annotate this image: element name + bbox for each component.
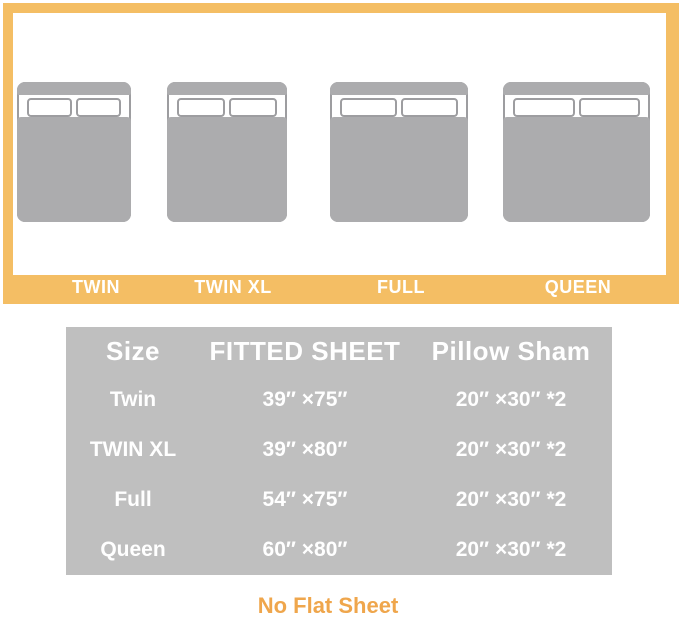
cell-pillow-sham: 20″ ×30″ *2 xyxy=(455,438,567,461)
cell-size: TWIN XL xyxy=(89,438,177,461)
cell-fitted-sheet: 60″ ×80″ xyxy=(262,538,348,561)
cell-size: Queen xyxy=(100,538,166,561)
cell-pillow-sham: 20″ ×30″ *2 xyxy=(455,388,567,411)
bed-size-label-full: FULL xyxy=(377,277,425,297)
cell-pillow-sham: 20″ ×30″ *2 xyxy=(455,488,567,511)
bed-blanket xyxy=(330,117,468,222)
no-flat-sheet-note: No Flat Sheet xyxy=(257,593,399,618)
bed-blanket xyxy=(167,117,287,222)
bed-pillow-right xyxy=(229,98,277,117)
cell-size: Twin xyxy=(109,388,157,411)
bed-blanket xyxy=(17,117,131,222)
column-header-pillow-sham: Pillow Sham xyxy=(431,335,591,366)
bed-headboard xyxy=(167,82,287,95)
bed-illustration-twin-xl xyxy=(167,82,287,222)
cell-pillow-sham: 20″ ×30″ *2 xyxy=(455,538,567,561)
bed-pillow-left xyxy=(27,98,72,117)
column-header-fitted-sheet: FITTED SHEET xyxy=(209,335,401,366)
table-row: Full 54″ ×75″ 20″ ×30″ *2 xyxy=(66,475,612,525)
bed-pillow-right xyxy=(578,98,640,117)
column-header-size: Size xyxy=(105,335,161,366)
bed-blanket xyxy=(503,117,650,222)
bed-headboard xyxy=(17,82,131,95)
table-row: Queen 60″ ×80″ 20″ ×30″ *2 xyxy=(66,525,612,575)
cell-fitted-sheet: 39″ ×80″ xyxy=(262,438,348,461)
cell-fitted-sheet: 39″ ×75″ xyxy=(262,388,348,411)
cell-size: Full xyxy=(114,488,152,511)
bed-pillow-right xyxy=(76,98,121,117)
bed-pillow-left xyxy=(177,98,225,117)
cell-fitted-sheet: 54″ ×75″ xyxy=(262,488,348,511)
bed-illustration-queen xyxy=(503,82,650,222)
table-row: TWIN XL 39″ ×80″ 20″ ×30″ *2 xyxy=(66,425,612,475)
bed-size-label-twin: TWIN xyxy=(72,277,120,297)
bed-pillow-left xyxy=(513,98,575,117)
bed-illustration-twin xyxy=(17,82,131,222)
bed-pillow-left xyxy=(340,98,397,117)
bed-headboard xyxy=(503,82,650,95)
bed-pillow-right xyxy=(401,98,458,117)
table-row: Twin 39″ ×75″ 20″ ×30″ *2 xyxy=(66,375,612,425)
dimensions-table: Size FITTED SHEET Pillow Sham Twin 39″ ×… xyxy=(66,327,612,575)
bed-illustration-full xyxy=(330,82,468,222)
table-header-row: Size FITTED SHEET Pillow Sham xyxy=(66,327,612,375)
bed-size-label-twin-xl: TWIN XL xyxy=(194,277,272,297)
bed-size-label-queen: QUEEN xyxy=(544,277,612,297)
bed-headboard xyxy=(330,82,468,95)
